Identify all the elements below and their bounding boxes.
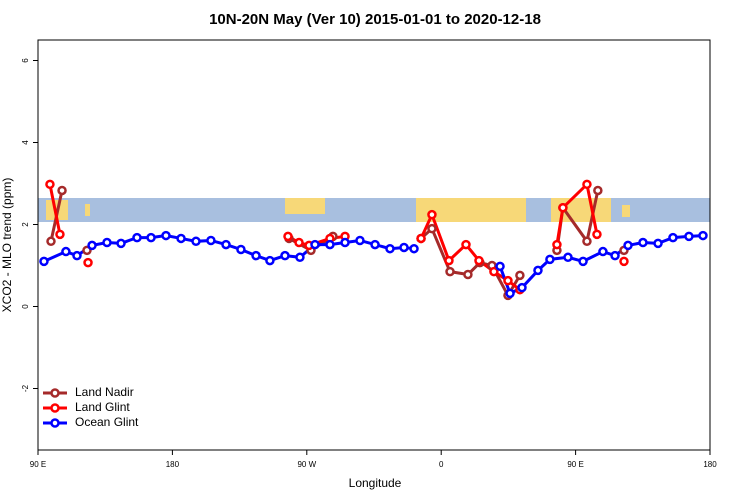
data-point	[409, 243, 419, 254]
data-point	[668, 232, 678, 243]
data-point	[684, 231, 694, 242]
y-tick-label: 4	[21, 140, 30, 145]
data-point	[283, 231, 293, 242]
data-point	[503, 275, 513, 286]
legend-marker	[50, 403, 60, 413]
data-point	[533, 265, 543, 276]
data-point	[206, 235, 216, 246]
data-point	[545, 254, 555, 265]
data-point	[340, 237, 350, 248]
data-point	[582, 236, 592, 247]
data-point	[463, 269, 473, 280]
data-point	[578, 256, 588, 267]
data-point	[461, 239, 471, 250]
legend-marker	[50, 418, 60, 428]
data-point	[427, 223, 437, 234]
data-point	[176, 233, 186, 244]
data-point	[558, 202, 568, 213]
data-point	[517, 282, 527, 293]
data-point	[653, 238, 663, 249]
y-tick-label: 2	[21, 222, 30, 227]
data-point	[610, 250, 620, 261]
legend-label: Land Glint	[75, 400, 130, 414]
data-point	[61, 246, 71, 257]
data-point	[191, 236, 201, 247]
data-point	[280, 250, 290, 261]
data-point	[46, 236, 56, 247]
data-point	[295, 252, 305, 263]
data-point	[325, 239, 335, 250]
data-point	[592, 229, 602, 240]
y-tick-label: -2	[21, 384, 30, 392]
data-point	[146, 232, 156, 243]
data-point	[593, 185, 603, 196]
x-tick-label: 0	[439, 460, 444, 469]
data-point	[57, 185, 67, 196]
data-point	[489, 266, 499, 277]
data-point	[399, 242, 409, 253]
data-point	[251, 250, 261, 261]
data-point	[445, 266, 455, 277]
legend-marker	[50, 388, 60, 398]
data-point	[116, 238, 126, 249]
data-point	[563, 252, 573, 263]
y-tick-label: 6	[21, 58, 30, 63]
chart-title: 10N-20N May (Ver 10) 2015-01-01 to 2020-…	[209, 11, 541, 28]
data-point	[102, 237, 112, 248]
data-point	[221, 239, 231, 250]
map-strip	[38, 198, 710, 222]
data-point	[552, 239, 562, 250]
data-point	[444, 255, 454, 266]
data-point	[45, 179, 55, 190]
data-point	[87, 240, 97, 251]
x-tick-label: 180	[703, 460, 717, 469]
data-point	[505, 288, 515, 299]
data-point	[265, 255, 275, 266]
plot-frame	[37, 39, 711, 451]
legend-label: Ocean Glint	[75, 415, 139, 429]
data-point	[39, 256, 49, 267]
data-point	[495, 261, 505, 272]
y-tick-label: 0	[21, 304, 30, 309]
data-point	[582, 179, 592, 190]
data-point	[161, 230, 171, 241]
data-point	[598, 246, 608, 257]
data-point	[619, 256, 629, 267]
legend-label: Land Nadir	[75, 385, 134, 399]
y-axis-label: XCO2 - MLO trend (ppm)	[0, 178, 14, 313]
data-point	[623, 240, 633, 251]
x-tick-label: 180	[166, 460, 180, 469]
data-point	[236, 244, 246, 255]
x-tick-label: 90 E	[30, 460, 46, 469]
data-point	[55, 229, 65, 240]
data-point	[638, 237, 648, 248]
x-axis-label: Longitude	[349, 476, 402, 490]
data-point	[385, 243, 395, 254]
data-point	[515, 270, 525, 281]
data-point	[310, 239, 320, 250]
data-point	[83, 257, 93, 268]
data-point	[474, 255, 484, 266]
data-point	[698, 230, 708, 241]
data-point	[72, 250, 82, 261]
x-tick-label: 90 W	[297, 460, 316, 469]
data-point	[132, 232, 142, 243]
data-point	[416, 233, 426, 244]
data-point	[427, 209, 437, 220]
data-point	[294, 237, 304, 248]
data-point	[355, 235, 365, 246]
x-tick-label: 90 E	[567, 460, 583, 469]
data-point	[370, 239, 380, 250]
